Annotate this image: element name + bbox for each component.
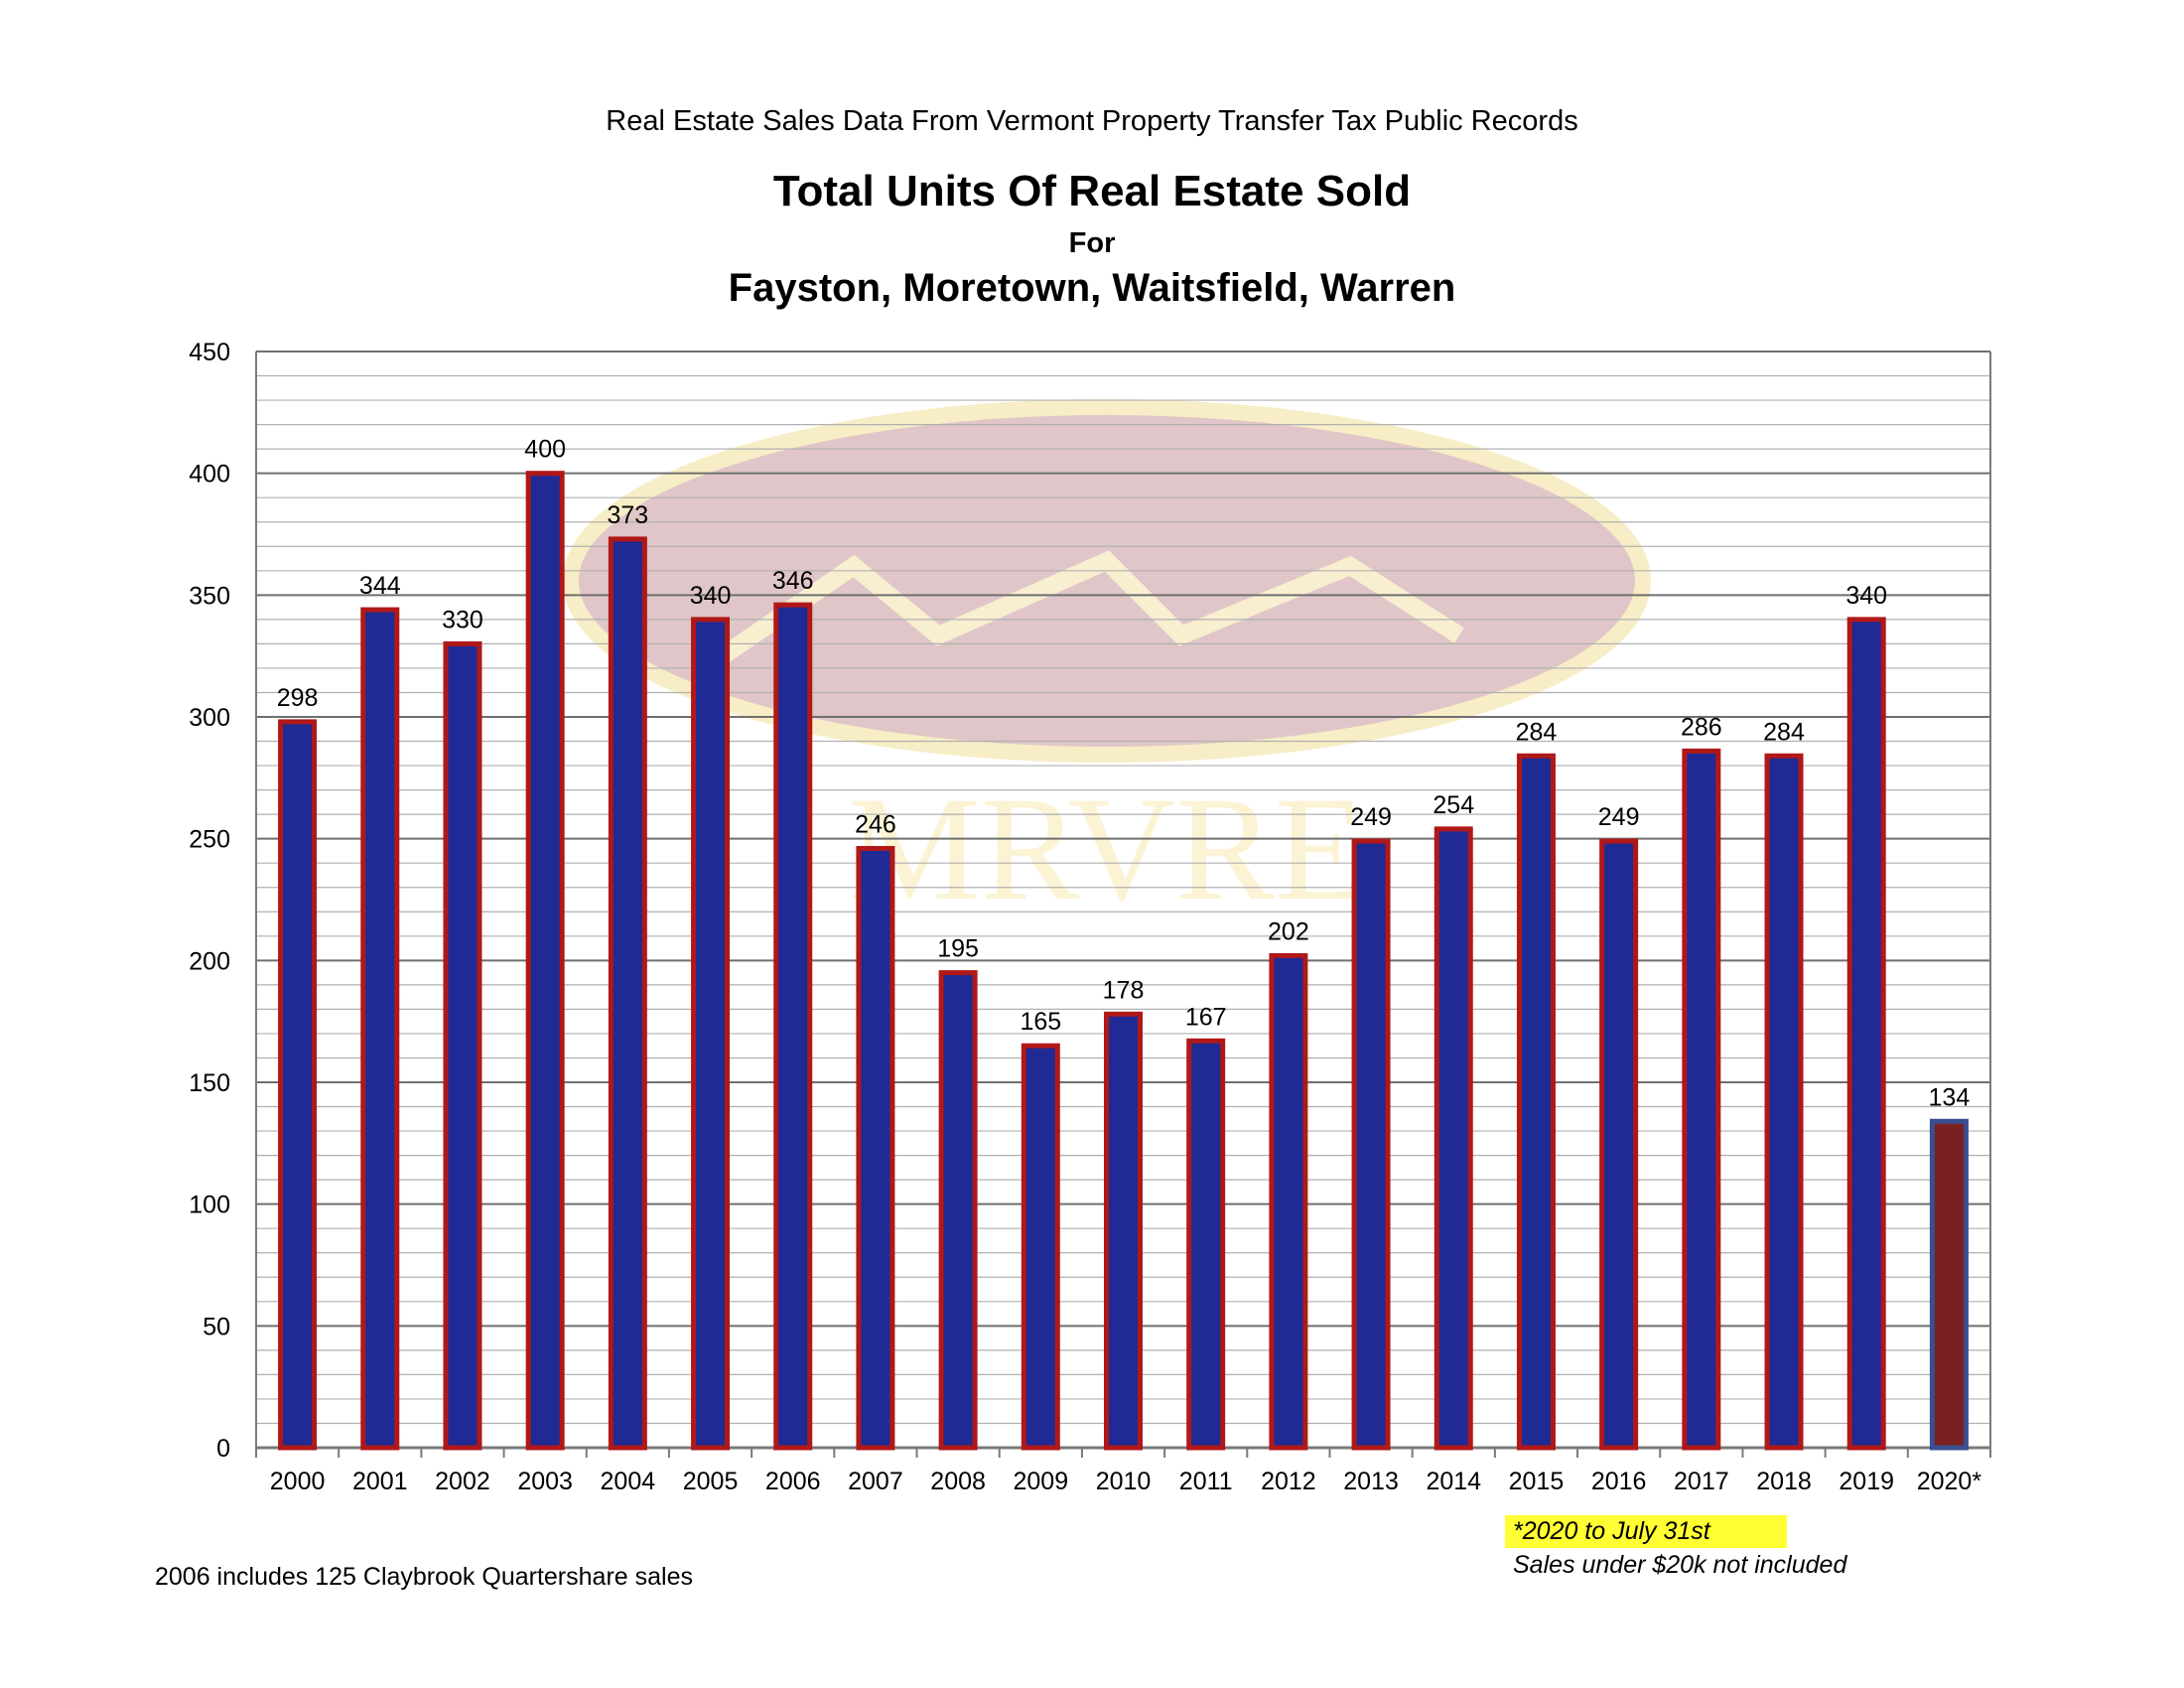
data-label: 400 — [524, 436, 566, 464]
y-tick-label: 350 — [189, 582, 230, 610]
x-tick-label: 2008 — [930, 1468, 986, 1495]
y-tick-label: 100 — [189, 1192, 230, 1219]
y-tick-label: 250 — [189, 826, 230, 854]
y-tick-label: 0 — [216, 1435, 230, 1463]
bar-2012 — [1269, 952, 1308, 1451]
data-label: 249 — [1598, 803, 1640, 831]
data-label: 298 — [277, 684, 319, 712]
bar-2003 — [525, 471, 565, 1451]
bar-2017 — [1682, 748, 1721, 1451]
bar-2018 — [1764, 753, 1804, 1451]
data-label: 286 — [1681, 713, 1722, 741]
bar-2015 — [1516, 753, 1556, 1451]
x-tick-label: 2017 — [1674, 1468, 1729, 1495]
watermark-text: MRVRE — [848, 767, 1365, 931]
y-tick-label: 300 — [189, 704, 230, 732]
mrvre-watermark-logo: MRVRE — [563, 399, 1651, 931]
source-caption: Real Estate Sales Data From Vermont Prop… — [606, 105, 1578, 137]
x-tick-label: 2003 — [517, 1468, 573, 1495]
data-label: 330 — [442, 606, 483, 633]
exclusion-note: Sales under $20k not included — [1513, 1551, 1847, 1579]
claybrook-footnote: 2006 includes 125 Claybrook Quartershare… — [155, 1563, 693, 1591]
x-tick-label: 2005 — [683, 1468, 739, 1495]
bar-2006 — [773, 602, 813, 1451]
x-tick-label: 2018 — [1756, 1468, 1812, 1495]
x-tick-label: 2007 — [848, 1468, 903, 1495]
data-label: 165 — [1020, 1008, 1061, 1036]
data-label: 254 — [1433, 791, 1474, 819]
x-tick-label: 2006 — [765, 1468, 821, 1495]
for-text: For — [1068, 227, 1116, 259]
watermark-ellipse — [563, 399, 1651, 763]
bar-2000 — [278, 719, 318, 1451]
y-tick-label: 150 — [189, 1069, 230, 1097]
data-label: 373 — [607, 501, 648, 529]
y-tick-label: 200 — [189, 947, 230, 975]
x-tick-label: 2011 — [1179, 1468, 1233, 1495]
bars — [278, 471, 1969, 1451]
x-tick-label: 2002 — [435, 1468, 490, 1495]
x-tick-label: 2001 — [352, 1468, 408, 1495]
x-tick-label: 2016 — [1591, 1468, 1647, 1495]
data-label: 284 — [1516, 718, 1558, 746]
x-tick-label: 2019 — [1839, 1468, 1894, 1495]
y-tick-label: 400 — [189, 461, 230, 489]
data-label: 178 — [1103, 976, 1145, 1004]
data-label: 195 — [937, 935, 979, 963]
x-tick-label: 2010 — [1096, 1468, 1152, 1495]
data-label: 134 — [1929, 1083, 1971, 1111]
x-tick-label: 2014 — [1426, 1468, 1481, 1495]
bar-2007 — [856, 845, 895, 1451]
chart-title: Total Units Of Real Estate Sold — [772, 167, 1412, 215]
y-tick-label: 50 — [203, 1313, 230, 1340]
x-tick-label: 2000 — [270, 1468, 326, 1495]
data-label: 284 — [1763, 718, 1805, 746]
bar-2009 — [1021, 1043, 1060, 1451]
bar-2016 — [1599, 838, 1639, 1451]
labels: 298 2000 344 2001 330 2002 400 2003 373 2004 340 20… — [270, 436, 1982, 1495]
data-label: 344 — [359, 572, 401, 600]
x-tick-label: 2015 — [1509, 1468, 1565, 1495]
x-tick-label: 2004 — [601, 1468, 656, 1495]
bar-2004 — [608, 536, 647, 1451]
bar-2014 — [1433, 826, 1473, 1451]
data-label: 202 — [1268, 917, 1309, 945]
data-label: 340 — [690, 582, 732, 610]
bar-2019 — [1846, 617, 1886, 1451]
data-label: 246 — [855, 810, 896, 838]
bar-2008 — [938, 970, 978, 1451]
bar-2013 — [1351, 838, 1391, 1451]
bar-2002 — [443, 640, 482, 1451]
bar-2020 — [1929, 1118, 1969, 1451]
data-label: 346 — [772, 567, 814, 595]
bar-2011 — [1186, 1038, 1226, 1451]
bar-2001 — [360, 607, 400, 1451]
data-label: 249 — [1350, 803, 1392, 831]
bar-2010 — [1104, 1011, 1143, 1451]
x-tick-label: 2012 — [1261, 1468, 1316, 1495]
x-tick-label: 2013 — [1343, 1468, 1399, 1495]
data-label: 167 — [1185, 1003, 1227, 1031]
x-tick-label: 2020* — [1917, 1468, 1982, 1495]
watermark-mountains — [689, 550, 1464, 683]
bar-2005 — [691, 617, 731, 1451]
x-tick-label: 2009 — [1013, 1468, 1068, 1495]
towns-subtitle: Fayston, Moretown, Waitsfield, Warren — [728, 266, 1456, 310]
data-label: 340 — [1845, 582, 1887, 610]
y-tick-label: 450 — [189, 339, 230, 366]
partial-year-note: *2020 to July 31st — [1505, 1515, 1787, 1548]
